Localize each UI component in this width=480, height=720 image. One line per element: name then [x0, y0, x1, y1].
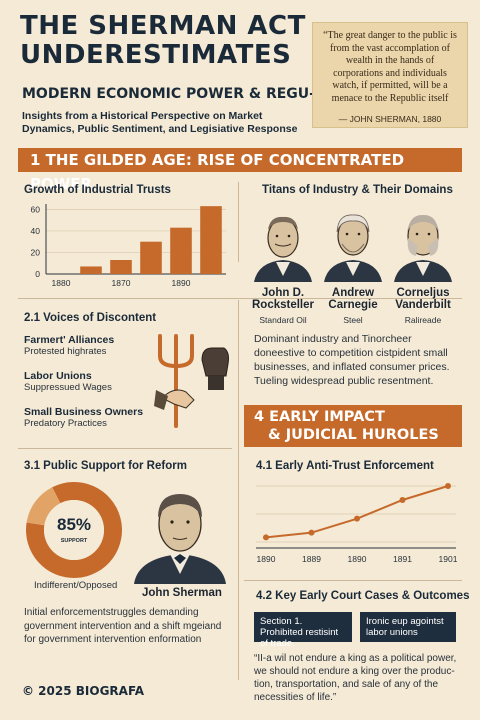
support-donut-chart: 85% SUPPORT	[25, 482, 122, 578]
vanderbilt-portrait	[394, 214, 452, 282]
x-tick-label: 1870	[112, 278, 131, 288]
titan-1-last: Rocksteller	[251, 299, 314, 311]
data-point	[445, 483, 451, 489]
titan-3-last: Vanderbilt	[395, 299, 451, 311]
x-tick-label: 1889	[302, 554, 321, 564]
titan-2-first: Andrew	[331, 287, 375, 299]
donut-hole	[44, 500, 104, 560]
pitchfork-and-fist-icon	[154, 334, 229, 428]
x-tick-label: 1901	[439, 554, 458, 564]
support-label: SUPPORT	[61, 538, 88, 544]
title-line-2: UNDERESTIMATES	[20, 40, 292, 70]
section-divider	[18, 298, 462, 299]
x-tick-label: 1891	[393, 554, 412, 564]
titans-title: Titans of Industry & Their Domains	[262, 184, 453, 196]
sherman-quote-box: “The great danger to the public is from …	[312, 22, 468, 128]
voice-desc: Predatory Practices	[24, 418, 107, 429]
section-4-banner: 4 EARLY IMPACT & JUDICIAL HUROLES	[244, 405, 462, 447]
titan-domain-2: Steel	[343, 315, 363, 325]
titan-3-first: Corneljus	[396, 287, 450, 299]
column-divider-lower	[238, 300, 239, 680]
sherman-portrait	[134, 494, 226, 584]
column-divider	[238, 182, 239, 262]
quote-text: “The great danger to the public is from …	[323, 30, 457, 104]
cases-heading: 4.2 Key Early Court Cases & Outcomes	[256, 590, 470, 602]
voice-item-farmers: Farmert' Alliances Protested highrates	[24, 334, 154, 370]
data-point	[354, 515, 360, 522]
donut-slice	[26, 487, 61, 526]
section-1-banner: 1 THE GILDED AGE: RISE OF CONCENTRATED P…	[18, 148, 462, 193]
carnegie-portrait	[324, 214, 382, 282]
growth-chart-title: Growth of Industrial Trusts	[24, 184, 171, 196]
growth-bar-chart: 0 20 40 60 1880 1870 1890	[31, 204, 226, 288]
titan-1-first: John D.	[261, 287, 305, 299]
voice-item-small-business: Small Business Owners Predatory Practice…	[24, 406, 154, 429]
title-line-1: THE SHERMAN ACT	[20, 11, 306, 41]
titan-name-3: Corneljus Vanderbilt	[388, 287, 458, 311]
voice-desc: Protested highrates	[24, 346, 107, 357]
case-box-section-1: Section 1. Prohibited restisint of trade…	[254, 612, 352, 649]
titan-carnegie: Andrew Carnegie Steel	[318, 200, 388, 325]
titan-2-last: Carnegie	[328, 299, 378, 311]
x-tick-label: 1890	[172, 278, 191, 288]
x-tick-label: 1880	[52, 278, 71, 288]
x-tick-label: 1890	[257, 554, 276, 564]
enforcement-line-chart: 1890 1889 1890 1891 1901	[256, 483, 458, 564]
data-point	[399, 497, 406, 503]
titan-domain-1: Standard Oil	[259, 315, 307, 325]
case-box-labor-unions: Ironic eup agointst labor unions	[360, 612, 456, 642]
bar	[140, 241, 162, 274]
voice-title: Farmert' Alliances	[24, 334, 115, 346]
x-tick-label: 1890	[348, 554, 367, 564]
support-percent: 85%	[57, 515, 91, 534]
data-point	[308, 529, 315, 536]
section-divider-right	[244, 580, 462, 581]
y-tick-label: 0	[35, 269, 40, 279]
y-tick-label: 20	[31, 247, 41, 257]
voice-title: Labor Unions	[24, 370, 92, 382]
y-tick-label: 60	[31, 204, 41, 214]
page-title: THE SHERMAN ACT UNDERESTIMATES	[20, 12, 306, 70]
titan-name-2: Andrew Carnegie	[318, 287, 388, 311]
bar	[170, 227, 192, 274]
voice-desc: Suppressued Wages	[24, 382, 112, 393]
titan-name-1: John D. Rocksteller	[248, 287, 318, 311]
data-point	[263, 534, 269, 541]
enforcement-heading: 4.1 Early Anti-Trust Enforcement	[256, 460, 434, 472]
titan-domain-3: Ralireade	[404, 315, 442, 325]
support-heading: 3.1 Public Support for Reform	[24, 460, 187, 472]
titan-rockefeller: John D. Rocksteller Standard Oil	[248, 200, 318, 325]
section-4-line-1: 4 EARLY IMPACT	[254, 409, 385, 425]
bar	[200, 206, 222, 274]
titan-vanderbilt: Corneljus Vanderbilt Ralireade	[388, 200, 458, 325]
voices-list: Farmert' Alliances Protested highrates L…	[24, 334, 154, 429]
opposed-label: Indifferent/Opposed	[34, 580, 118, 591]
section-4-line-2: & JUDICIAL HUROLES	[268, 427, 439, 443]
court-quote: “II-a wil not endure a king as a politic…	[254, 653, 457, 703]
sherman-caption: John Sherman	[142, 587, 222, 599]
voice-item-labor: Labor Unions Suppressued Wages	[24, 370, 154, 406]
rockefeller-portrait	[254, 216, 312, 282]
page-subtitle: MODERN ECONOMIC POWER & REGU-	[22, 86, 315, 102]
bar	[80, 266, 102, 274]
enforcement-line	[265, 485, 449, 539]
titans-description: Dominant industry and Tinorcheer doneest…	[254, 333, 450, 387]
voice-title: Small Business Owners	[24, 406, 144, 418]
insights-text: Insights from a Historical Perspective o…	[22, 110, 298, 135]
footer-copyright: © 2025 BIOGRAFA	[22, 684, 145, 698]
bar	[110, 260, 132, 274]
y-tick-label: 40	[31, 226, 41, 236]
section-divider-left	[18, 448, 232, 449]
voices-heading: 2.1 Voices of Discontent	[24, 312, 157, 324]
support-text: Initial enforcementstruggles demanding g…	[24, 607, 222, 645]
donut-slice	[25, 482, 122, 578]
quote-attribution: — JOHN SHERMAN, 1880	[338, 114, 442, 124]
